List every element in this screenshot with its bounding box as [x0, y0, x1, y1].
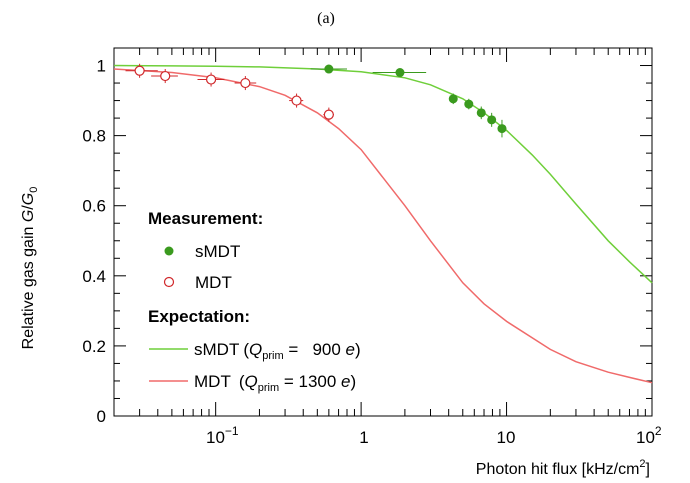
- legend-expectation-header: Expectation:: [148, 307, 250, 326]
- error-bars: [125, 63, 503, 138]
- y-tick-label: 0: [97, 407, 106, 426]
- legend-mdt-open-paren: (: [239, 372, 245, 391]
- legend-smdt-marker: [164, 246, 174, 256]
- panel-label: (a): [317, 10, 335, 27]
- legend-smdt-open-paren: (: [243, 340, 249, 359]
- mdt-data-point: [134, 65, 145, 76]
- mdt-expectation-curve: [113, 68, 653, 384]
- legend-smdt-prim: prim: [262, 350, 283, 362]
- axis-ticks: [113, 48, 653, 417]
- mdt-data-point: [291, 95, 302, 106]
- legend-mdt-prim: prim: [258, 382, 279, 394]
- smdt-data-point: [476, 108, 486, 118]
- legend-smdt-e: e: [346, 340, 355, 359]
- smdt-data-point: [497, 124, 507, 134]
- legend: Measurement: sMDT MDT Expectation: sMDT(…: [148, 209, 361, 394]
- mdt-data-point: [323, 109, 334, 120]
- legend-mdt-eq: = 1300: [279, 372, 341, 391]
- legend-measurement-header: Measurement:: [148, 209, 263, 228]
- x-axis-title-end: ]: [646, 461, 650, 478]
- x-tick-label-1: 1: [359, 428, 368, 447]
- smdt-data-point: [464, 99, 474, 109]
- legend-smdt-eq: = 900: [284, 340, 346, 359]
- plot-frame: [113, 47, 653, 417]
- legend-mdt-close-paren: ): [351, 372, 357, 391]
- y-tick-label: 0.6: [82, 197, 106, 216]
- smdt-data-point: [487, 115, 497, 125]
- smdt-data-point: [324, 64, 334, 74]
- smdt-expectation-curve: [113, 64, 653, 284]
- mdt-data-point: [205, 74, 217, 85]
- legend-mdt-curve-name: MDT: [194, 372, 231, 391]
- y-tick-label: 0.8: [82, 127, 106, 146]
- legend-mdt-marker: [163, 276, 175, 288]
- legend-smdt-q: Q: [249, 340, 262, 359]
- x-tick-label-0.1-base: 10: [206, 428, 225, 447]
- x-tick-label-0.1: 10−1: [206, 424, 239, 447]
- y-axis-title-g0: G: [20, 193, 37, 205]
- legend-smdt-curve-name: sMDT: [194, 340, 239, 359]
- x-tick-label-100-base: 10: [636, 428, 655, 447]
- legend-mdt-e: e: [341, 372, 350, 391]
- smdt-data-point: [395, 68, 405, 78]
- x-tick-label-100: 102: [636, 424, 662, 447]
- x-tick-labels: 10−1 1 10 102: [206, 424, 662, 447]
- y-tick-labels: 0 0.2 0.4 0.6 0.8 1: [82, 57, 106, 426]
- expectation-curves: [113, 64, 653, 384]
- y-axis-title-slash: /: [20, 205, 37, 210]
- y-axis-title-main: Relative gas gain: [20, 222, 37, 349]
- x-tick-label-0.1-exp: −1: [225, 424, 239, 438]
- y-tick-label: 0.2: [82, 337, 106, 356]
- x-tick-label-100-exp: 2: [655, 424, 662, 438]
- mdt-data-point: [240, 77, 251, 89]
- y-axis-title-sub: 0: [28, 187, 40, 193]
- x-tick-label-10: 10: [497, 428, 516, 447]
- x-axis-title: Photon hit flux [kHz/cm2]: [476, 458, 650, 478]
- legend-smdt-points-label: sMDT: [195, 242, 240, 261]
- mdt-data-point: [160, 70, 171, 82]
- y-tick-label: 0.4: [82, 267, 106, 286]
- legend-smdt-curve-label: sMDT (Qprim = 900 e): [194, 340, 361, 362]
- legend-mdt-q: Q: [245, 372, 258, 391]
- smdt-data-point: [448, 94, 458, 104]
- x-axis-title-sup: 2: [639, 458, 645, 470]
- y-axis-title-g: G: [20, 210, 37, 222]
- x-axis-title-main: Photon hit flux [kHz/cm: [476, 461, 640, 478]
- y-tick-label: 1: [97, 57, 106, 76]
- legend-smdt-close-paren: ): [355, 340, 361, 359]
- data-markers: [134, 64, 507, 134]
- legend-mdt-curve-label: MDT (Qprim = 1300 e): [194, 372, 356, 394]
- y-axis-title: Relative gas gain G/G0: [20, 187, 40, 350]
- legend-mdt-points-label: MDT: [195, 273, 232, 292]
